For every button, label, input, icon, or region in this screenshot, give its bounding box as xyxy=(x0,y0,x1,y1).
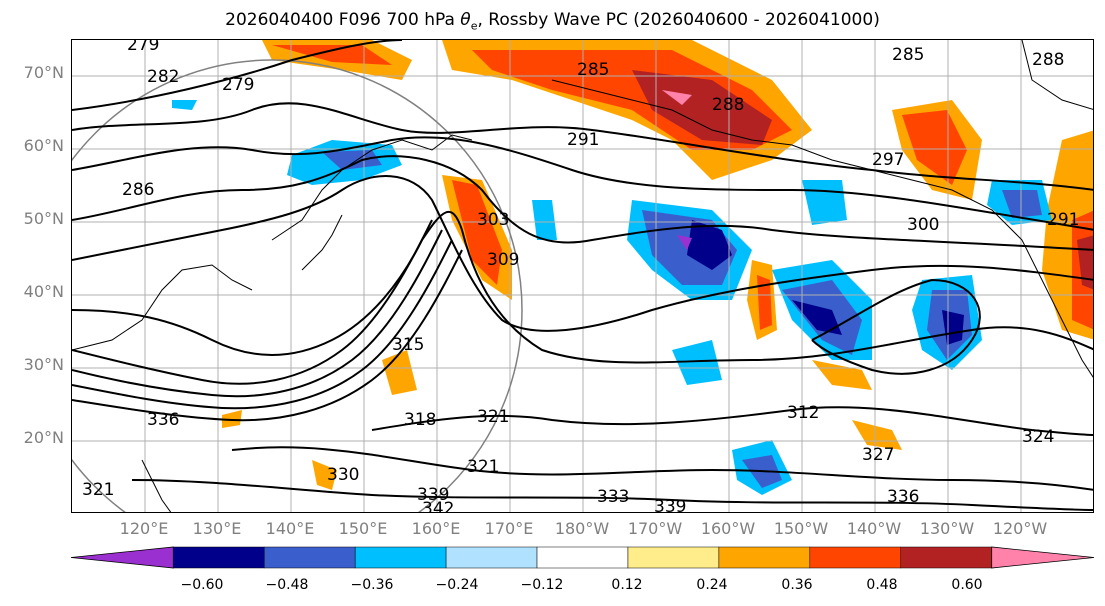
lat-label-60n: 60°N xyxy=(23,136,64,155)
colorbar-tick-label: −0.12 xyxy=(520,577,564,593)
title-theta: θ xyxy=(460,10,471,30)
lon-label-170w: 170°W xyxy=(627,519,683,538)
lat-label-30n: 30°N xyxy=(23,355,64,374)
contour-label: 312 xyxy=(787,403,819,423)
chart-title: 2026040400 F096 700 hPa θe, Rossby Wave … xyxy=(0,10,1105,32)
map-grid xyxy=(72,40,1093,512)
colorbar-tick-label: −0.24 xyxy=(435,577,479,593)
contour-label: 297 xyxy=(872,150,904,170)
lon-label-130w: 130°W xyxy=(919,519,975,538)
colorbar-cell xyxy=(627,546,720,569)
title-prefix: 2026040400 F096 700 hPa xyxy=(225,10,461,30)
contour-label: 285 xyxy=(892,45,924,65)
lon-label-180w: 180°W xyxy=(554,519,610,538)
contour-label: 291 xyxy=(567,130,599,150)
colorbar-cell xyxy=(900,546,992,569)
colorbar-cell xyxy=(718,546,811,569)
lon-label-120w: 120°W xyxy=(992,519,1048,538)
anomaly-shading xyxy=(172,40,1093,495)
title-theta-sub: e xyxy=(470,19,478,33)
contour-label: 321 xyxy=(477,407,509,427)
contour-label: 279 xyxy=(127,40,159,55)
contour-label: 321 xyxy=(82,480,114,500)
lat-label-20n: 20°N xyxy=(23,428,64,447)
contour-label: 279 xyxy=(222,75,254,95)
contour-label: 324 xyxy=(1022,427,1054,447)
contour-label: 330 xyxy=(327,465,359,485)
lon-label-120e: 120°E xyxy=(119,519,169,538)
colorbar-cells xyxy=(70,546,1095,569)
contour-label: 336 xyxy=(147,410,179,430)
colorbar-min-extend xyxy=(70,546,174,569)
contour-label: 285 xyxy=(577,60,609,80)
lat-label-50n: 50°N xyxy=(23,209,64,228)
colorbar-tick-label: −0.36 xyxy=(350,577,394,593)
lon-label-140e: 140°E xyxy=(265,519,315,538)
colorbar-cell xyxy=(263,546,356,569)
colorbar-max-extend xyxy=(991,546,1095,569)
analysis-domain-circle xyxy=(72,59,523,512)
contour-label: 303 xyxy=(477,210,509,230)
contour-label: 327 xyxy=(862,445,894,465)
lon-label-160e: 160°E xyxy=(411,519,461,538)
lon-label-130e: 130°E xyxy=(192,519,242,538)
map-canvas: 279 282 279 285 285 288 286 288 291 297 … xyxy=(72,40,1093,513)
colorbar-tick-label: 0.36 xyxy=(781,577,813,593)
colorbar-tick-label: 0.12 xyxy=(611,577,643,593)
contour-label: 282 xyxy=(147,67,179,87)
lat-label-70n: 70°N xyxy=(23,63,64,82)
lat-label-40n: 40°N xyxy=(23,282,64,301)
contour-label: 286 xyxy=(122,180,154,200)
colorbar xyxy=(70,546,1095,569)
contour-label: 333 xyxy=(597,487,629,507)
contour-label: 315 xyxy=(392,335,424,355)
contour-label: 321 xyxy=(467,457,499,477)
colorbar-cell xyxy=(173,546,265,569)
contour-label: 288 xyxy=(712,95,744,115)
lon-label-160w: 160°W xyxy=(700,519,756,538)
map-panel[interactable]: 279 282 279 285 285 288 286 288 291 297 … xyxy=(71,39,1094,513)
colorbar-cell xyxy=(354,546,447,569)
contour-label: 339 xyxy=(654,497,686,513)
colorbar-tick-label: 0.24 xyxy=(696,577,728,593)
title-suffix: , Rossby Wave PC (2026040600 - 202604100… xyxy=(477,10,880,30)
lon-label-170e: 170°E xyxy=(484,519,534,538)
contour-label: 300 xyxy=(907,215,939,235)
contour-label: 339 xyxy=(417,485,449,505)
theta-e-contours xyxy=(72,40,1093,511)
contour-label: 318 xyxy=(404,410,436,430)
colorbar-cell xyxy=(536,546,629,569)
contour-label: 291 xyxy=(1047,210,1079,230)
contour-labels: 279 282 279 285 285 288 286 288 291 297 … xyxy=(82,40,1079,513)
contour-label: 336 xyxy=(887,487,919,507)
contour-label: 309 xyxy=(487,250,519,270)
colorbar-cell xyxy=(809,546,902,569)
colorbar-tick-label: −0.48 xyxy=(265,577,309,593)
colorbar-cell xyxy=(445,546,538,569)
lon-label-150e: 150°E xyxy=(338,519,388,538)
lon-label-140w: 140°W xyxy=(846,519,902,538)
lon-label-150w: 150°W xyxy=(773,519,829,538)
contour-label: 342 xyxy=(422,499,454,513)
contour-label: 288 xyxy=(1032,50,1064,70)
colorbar-tick-label: −0.60 xyxy=(180,577,224,593)
colorbar-tick-label: 0.60 xyxy=(951,577,983,593)
colorbar-tick-label: 0.48 xyxy=(866,577,898,593)
